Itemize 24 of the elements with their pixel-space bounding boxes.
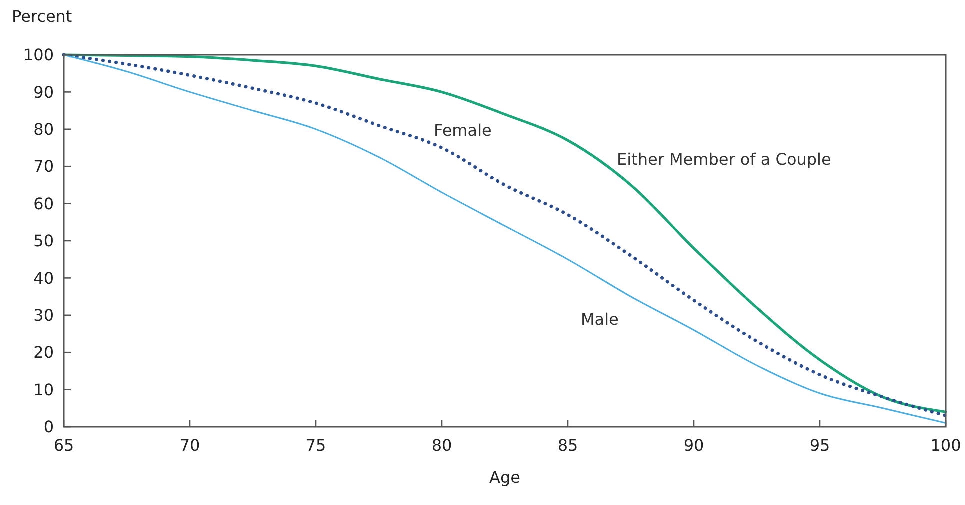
y-tick-label: 30 — [34, 306, 54, 325]
series-label: Male — [581, 310, 619, 329]
x-axis-title: Age — [490, 468, 520, 487]
x-tick-label: 100 — [930, 436, 962, 455]
x-tick-label: 90 — [684, 436, 704, 455]
x-tick-label: 95 — [810, 436, 830, 455]
x-tick-label: 75 — [306, 436, 326, 455]
y-tick-label: 10 — [34, 380, 54, 400]
y-tick-label: 80 — [34, 120, 54, 139]
y-tick-label: 90 — [34, 82, 54, 102]
y-tick-label: 60 — [34, 194, 54, 214]
y-tick-label: 0 — [44, 418, 54, 437]
y-tick-label: 50 — [34, 232, 54, 251]
y-tick-label: 40 — [34, 268, 54, 288]
x-tick-label: 70 — [180, 436, 200, 455]
y-tick-label: 20 — [34, 343, 54, 362]
y-tick-label: 100 — [23, 46, 54, 65]
y-axis-title: Percent — [12, 7, 72, 26]
series-label: Female — [434, 121, 492, 140]
x-tick-label: 85 — [558, 436, 578, 455]
series-label: Either Member of a Couple — [617, 150, 832, 170]
x-tick-label: 80 — [432, 436, 452, 455]
x-tick-label: 65 — [54, 436, 74, 455]
y-tick-label: 70 — [34, 157, 54, 176]
